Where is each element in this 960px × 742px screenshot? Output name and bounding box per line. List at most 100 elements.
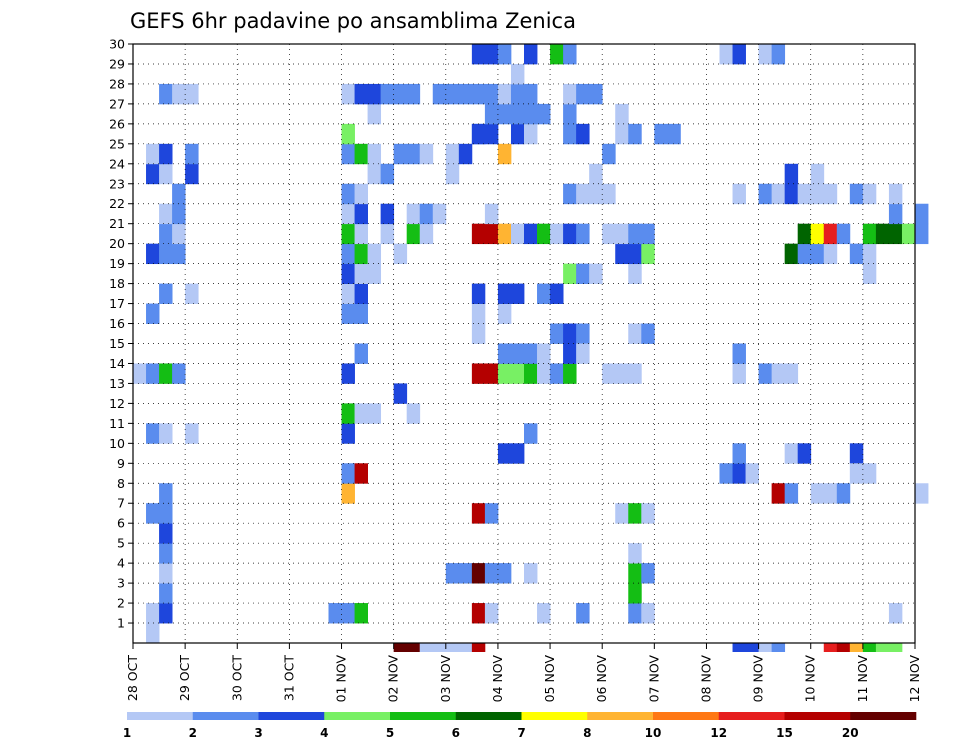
heatmap-cell (471, 503, 486, 524)
heatmap-cell (771, 643, 786, 652)
heatmap-cell (419, 143, 434, 165)
heatmap-cell (836, 483, 851, 504)
heatmap-cell (471, 83, 486, 105)
heatmap-cell (836, 223, 851, 245)
heatmap-cell (445, 83, 460, 105)
legend-label: 12 (710, 726, 727, 740)
heatmap-cell (550, 363, 564, 384)
heatmap-cell (367, 403, 382, 424)
heatmap-cell (862, 643, 877, 652)
heatmap-cell (784, 163, 799, 185)
heatmap-cell (563, 123, 577, 145)
heatmap-cell (172, 183, 186, 205)
legend-label: 10 (645, 726, 662, 740)
heatmap-cell (589, 163, 603, 185)
heatmap-cell (628, 263, 642, 284)
heatmap-cell (159, 223, 173, 245)
heatmap-cell (589, 183, 603, 205)
heatmap-cell (471, 323, 486, 344)
heatmap-cell (615, 503, 629, 524)
y-tick-label: 3 (117, 576, 125, 591)
heatmap-cell (484, 44, 499, 65)
legend-swatch (521, 712, 588, 720)
heatmap-cell (771, 483, 786, 504)
heatmap-cell (537, 283, 551, 304)
heatmap-cell (341, 83, 355, 105)
heatmap-cell (888, 203, 903, 225)
heatmap-cell (510, 343, 525, 364)
heatmap-cell (888, 603, 903, 624)
heatmap-cell (172, 243, 186, 265)
legend-swatch (390, 712, 457, 720)
heatmap-cell (810, 163, 825, 185)
heatmap-cell (615, 243, 629, 265)
heatmap-cell (602, 183, 616, 205)
heatmap-cell (146, 363, 160, 384)
legend-label: 20 (842, 726, 859, 740)
heatmap-cell (537, 223, 551, 245)
heatmap-cell (159, 423, 173, 444)
y-tick-label: 1 (117, 616, 125, 631)
heatmap-cell (146, 603, 160, 624)
heatmap-cell (589, 83, 603, 105)
heatmap-cell (341, 363, 355, 384)
heatmap-cell (510, 123, 525, 145)
legend-swatch (653, 712, 720, 720)
heatmap-cell (159, 543, 173, 564)
y-tick-label: 9 (117, 456, 125, 471)
heatmap-cell (367, 263, 382, 284)
heatmap-cell (328, 603, 342, 624)
heatmap-cell (497, 103, 512, 125)
heatmap-cell (146, 303, 160, 324)
x-tick-label: 29 OCT (177, 655, 192, 701)
heatmap-cell (354, 303, 368, 324)
heatmap-cell (380, 163, 395, 185)
heatmap-cell (576, 603, 590, 624)
heatmap-cell (576, 83, 590, 105)
legend-label: 4 (320, 726, 328, 740)
legend-swatch (258, 712, 325, 720)
heatmap-cell (628, 323, 642, 344)
legend-label: 6 (452, 726, 460, 740)
heatmap-cell (146, 623, 160, 644)
heatmap-cell (367, 143, 382, 165)
heatmap-cell (146, 163, 160, 185)
heatmap-cell (510, 63, 525, 85)
heatmap-cell (367, 83, 382, 105)
heatmap-cell (758, 643, 773, 652)
heatmap-cell (354, 203, 368, 225)
heatmap-cell (159, 243, 173, 265)
heatmap-cell (823, 483, 838, 504)
heatmap-cell (628, 543, 642, 564)
heatmap-cell (484, 603, 499, 624)
heatmap-cell (510, 443, 525, 464)
heatmap-cell (497, 363, 512, 384)
heatmap-cell (445, 143, 460, 165)
heatmap-cell (471, 223, 486, 245)
heatmap-cell (406, 143, 421, 165)
heatmap-cell (354, 183, 368, 205)
y-tick-label: 21 (109, 216, 125, 231)
heatmap-cell (393, 643, 408, 652)
heatmap-cell (510, 223, 525, 245)
heatmap-cell (784, 363, 799, 384)
heatmap-cell (471, 563, 486, 584)
y-tick-label: 26 (109, 116, 125, 131)
heatmap-cell (745, 643, 759, 652)
heatmap-cell (393, 143, 408, 165)
heatmap-cell (159, 143, 173, 165)
heatmap-cell (510, 283, 525, 304)
x-tick-label: 05 NOV (542, 655, 557, 703)
axis-ticks: 1234567891011121314151617181920212223242… (109, 37, 922, 703)
heatmap-cell (172, 363, 186, 384)
heatmap-cell (159, 363, 173, 384)
y-tick-label: 13 (109, 376, 125, 391)
legend-label: 15 (776, 726, 793, 740)
heatmap-cell (771, 183, 786, 205)
heatmap-cell (862, 183, 877, 205)
y-tick-label: 11 (109, 416, 125, 431)
heatmap-cell (654, 123, 668, 145)
y-tick-label: 17 (109, 296, 125, 311)
heatmap-cell (563, 44, 577, 65)
